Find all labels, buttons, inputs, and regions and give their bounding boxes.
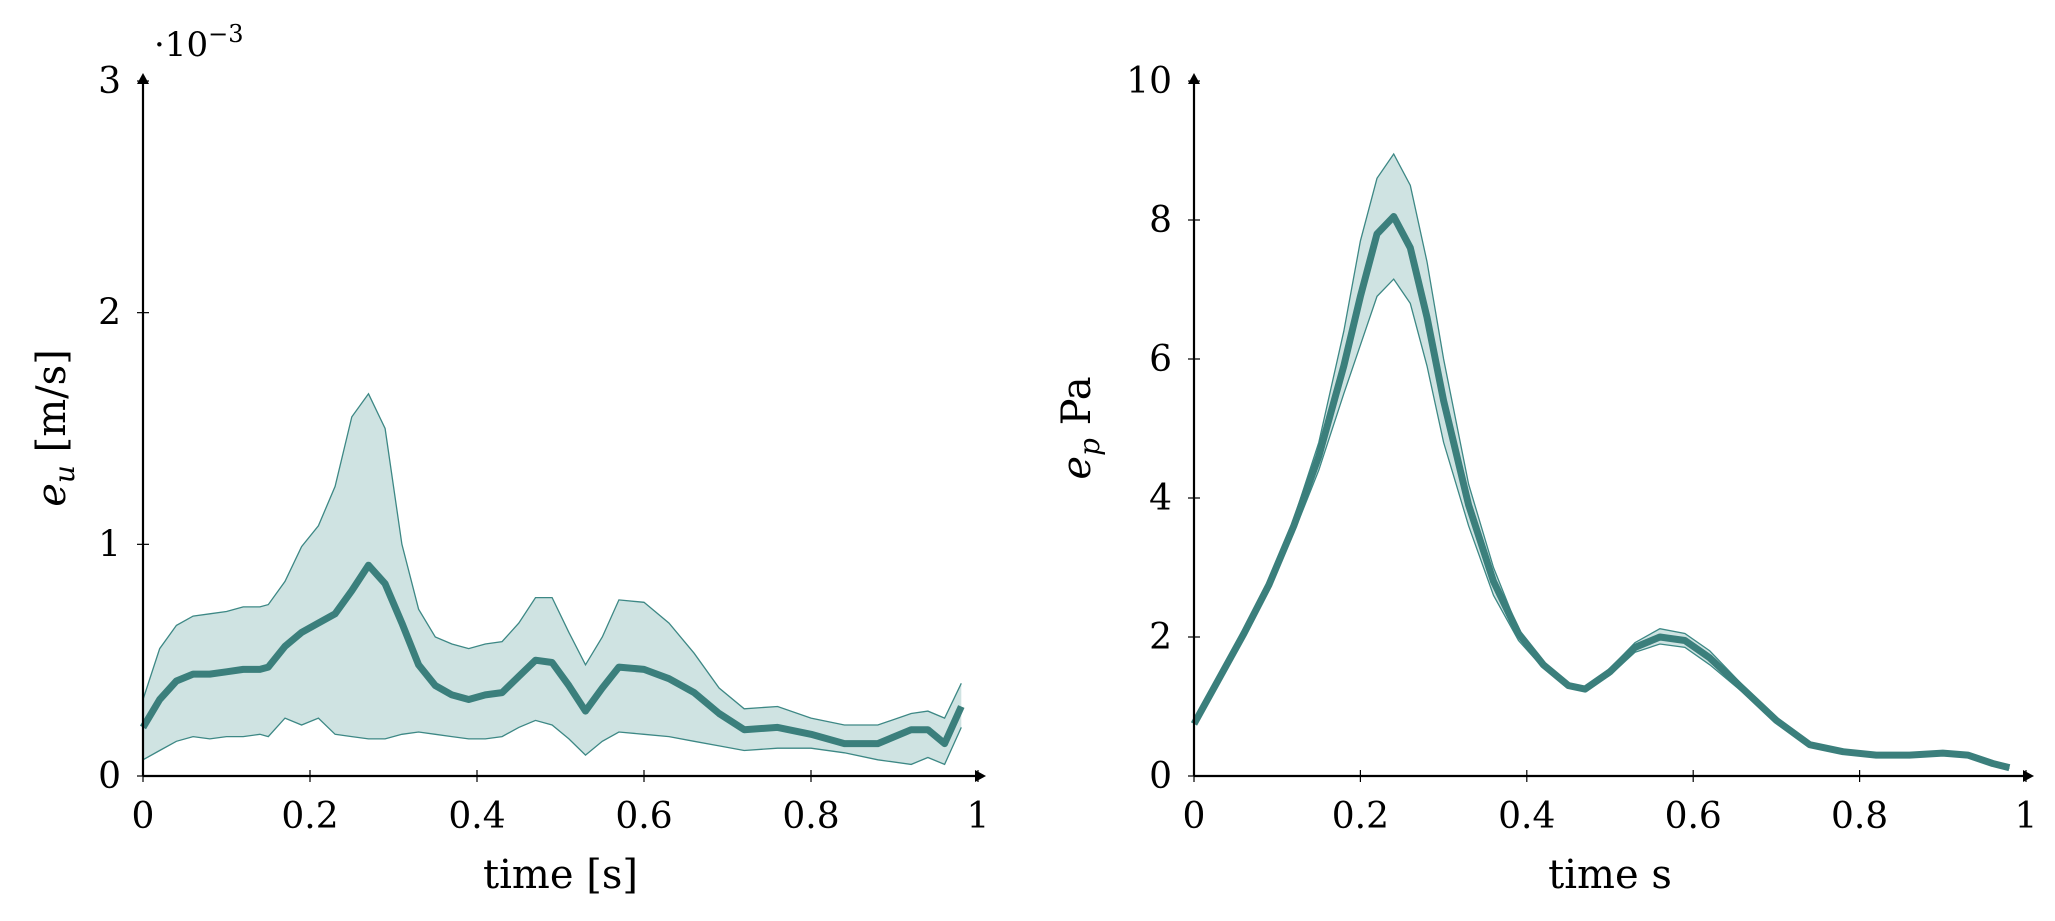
lower-bound-line — [142, 717, 962, 766]
x-axis-arrow — [2023, 770, 2034, 782]
y-axis-label: ep Pa — [1054, 376, 1106, 479]
y-tick-label: 10 — [1126, 61, 1172, 102]
upper-bound-line — [142, 392, 962, 726]
x-tick-label: 0.2 — [1332, 796, 1389, 837]
y-tick-label: 2 — [1149, 617, 1172, 658]
lower-bound-line — [1193, 278, 2010, 770]
y-tick-label: 3 — [98, 61, 121, 102]
confidence-band — [143, 393, 962, 765]
x-tick-label: 0.8 — [782, 796, 839, 837]
x-tick-label: 0.4 — [448, 796, 505, 837]
y-tick-label: 4 — [1149, 478, 1172, 519]
x-tick-label: 1 — [967, 796, 990, 837]
y-tick-label: 6 — [1149, 339, 1172, 380]
y-axis-arrow — [137, 73, 149, 84]
y-tick-label: 0 — [1149, 756, 1172, 797]
x-tick-label: 0.6 — [1665, 796, 1722, 837]
y-tick-label: 1 — [98, 524, 121, 565]
y-tick-label: 0 — [98, 756, 121, 797]
x-tick-label: 0 — [1183, 796, 1206, 837]
x-tick-label: 1 — [2015, 796, 2038, 837]
y-tick-label: 2 — [98, 293, 121, 334]
y-axis-arrow — [1188, 73, 1200, 84]
x-axis-label: time s — [1548, 852, 1672, 898]
x-axis-label: time [s] — [483, 852, 638, 898]
x-tick-label: 0.6 — [615, 796, 672, 837]
x-tick-label: 0.8 — [1831, 796, 1888, 837]
mean-line — [1190, 213, 2011, 772]
x-tick-label: 0.4 — [1498, 796, 1555, 837]
x-tick-label: 0.2 — [281, 796, 338, 837]
mean-line — [139, 561, 965, 748]
y-axis-label: eu [m/s] — [29, 349, 81, 507]
left-plot-velocity-error: 0 0.2 0.4 0.6 0.8 1 0 1 2 3 time [s] eu [m/s] ·10−3 — [29, 20, 989, 898]
x-axis-arrow — [975, 770, 986, 782]
y-tick-label: 8 — [1149, 200, 1172, 241]
y-axis-multiplier: ·10−3 — [154, 20, 243, 65]
x-tick-label: 0 — [132, 796, 155, 837]
